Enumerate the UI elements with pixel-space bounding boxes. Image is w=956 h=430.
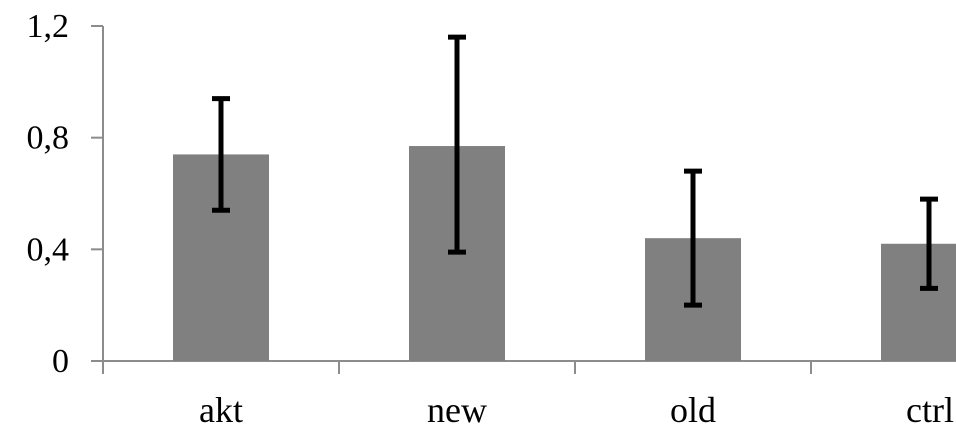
x-axis-category-labels: akt new old ctrl [199,390,954,430]
x-category-label-akt: akt [199,390,243,430]
y-tick-label: 0 [52,343,69,380]
chart-bars [173,146,956,361]
x-category-label-new: new [427,390,487,430]
chart-error-bars [212,34,938,308]
y-tick-label: 0,4 [27,231,70,268]
error-bar-ctrl [920,196,938,291]
x-category-label-old: old [670,390,716,430]
bar-ctrl [881,243,956,361]
error-bar-old [684,168,702,308]
error-bar-new [448,34,466,255]
y-tick-label: 1,2 [27,8,70,45]
error-bar-akt [212,96,230,213]
y-tick-label: 0,8 [27,120,70,157]
y-axis-tick-labels: 0 0,4 0,8 1,2 [27,8,70,380]
x-category-label-ctrl: ctrl [906,390,954,430]
